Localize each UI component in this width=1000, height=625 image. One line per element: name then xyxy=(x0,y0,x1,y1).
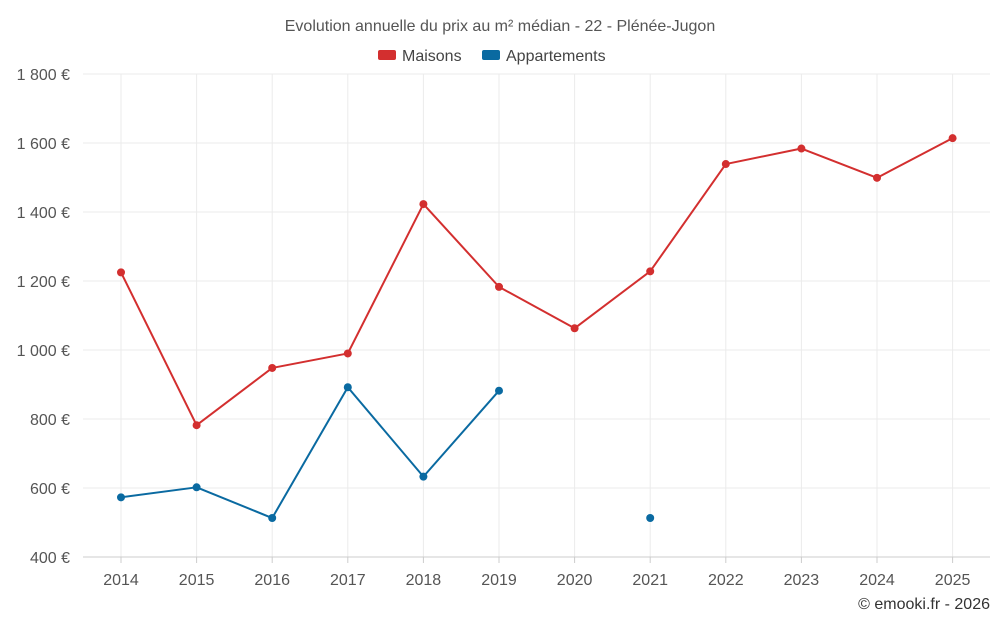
series-line-appartements xyxy=(120,386,500,520)
x-tick-label: 2019 xyxy=(481,572,517,589)
legend-swatch xyxy=(378,50,396,60)
data-point-maisons[interactable] xyxy=(117,268,125,277)
x-tick-label: 2016 xyxy=(254,572,290,589)
data-point-appartements[interactable] xyxy=(419,472,428,481)
data-point-maisons[interactable] xyxy=(192,421,201,430)
data-point-appartements[interactable] xyxy=(646,514,655,523)
data-point-maisons[interactable] xyxy=(646,267,655,276)
x-tick-label: 2023 xyxy=(784,572,820,589)
legend-item-maisons[interactable]: Maisons xyxy=(378,48,462,65)
chart-title: Evolution annuelle du prix au m² médian … xyxy=(285,18,715,35)
x-tick-label: 2018 xyxy=(406,572,442,589)
y-tick-label: 800 € xyxy=(30,412,70,429)
data-point-maisons[interactable] xyxy=(797,144,806,153)
x-tick-label: 2015 xyxy=(179,572,215,589)
data-point-maisons[interactable] xyxy=(343,349,352,358)
data-point-maisons[interactable] xyxy=(721,160,730,169)
y-tick-label: 400 € xyxy=(30,550,70,567)
data-point-appartements[interactable] xyxy=(117,493,125,502)
x-tick-label: 2014 xyxy=(103,572,139,589)
legend-label: Maisons xyxy=(402,48,462,65)
y-tick-label: 1 800 € xyxy=(17,67,70,84)
chart-axes: 400 € 600 € 800 € 1 000 € 1 200 € 1 400 € 1 60… xyxy=(17,67,990,589)
y-tick-label: 600 € xyxy=(30,481,70,498)
data-point-appartements[interactable] xyxy=(343,383,352,392)
x-tick-label: 2024 xyxy=(859,572,895,589)
chart-legend: Maisons Appartements xyxy=(378,48,606,65)
credit-text: © emooki.fr - 2026 xyxy=(858,596,990,613)
x-tick-label: 2022 xyxy=(708,572,744,589)
chart-series xyxy=(117,134,957,523)
data-point-maisons[interactable] xyxy=(873,173,881,182)
data-point-maisons[interactable] xyxy=(948,134,957,143)
data-point-appartements[interactable] xyxy=(192,483,201,492)
x-tick-label: 2025 xyxy=(935,572,971,589)
y-tick-label: 1 400 € xyxy=(17,205,70,222)
data-point-maisons[interactable] xyxy=(570,324,579,333)
legend-item-appartements[interactable]: Appartements xyxy=(482,48,606,65)
legend-swatch xyxy=(482,50,500,60)
series-line-maisons xyxy=(120,137,954,427)
data-point-appartements[interactable] xyxy=(495,386,503,395)
data-point-maisons[interactable] xyxy=(495,282,503,291)
x-tick-label: 2017 xyxy=(330,572,366,589)
y-tick-label: 1 600 € xyxy=(17,136,70,153)
legend-label: Appartements xyxy=(506,48,606,65)
y-tick-label: 1 200 € xyxy=(17,274,70,291)
x-tick-label: 2020 xyxy=(557,572,593,589)
y-tick-label: 1 000 € xyxy=(17,343,70,360)
data-point-maisons[interactable] xyxy=(268,363,277,372)
data-point-appartements[interactable] xyxy=(268,514,277,523)
chart-grid xyxy=(83,73,990,557)
data-point-maisons[interactable] xyxy=(419,200,428,209)
x-tick-label: 2021 xyxy=(632,572,668,589)
